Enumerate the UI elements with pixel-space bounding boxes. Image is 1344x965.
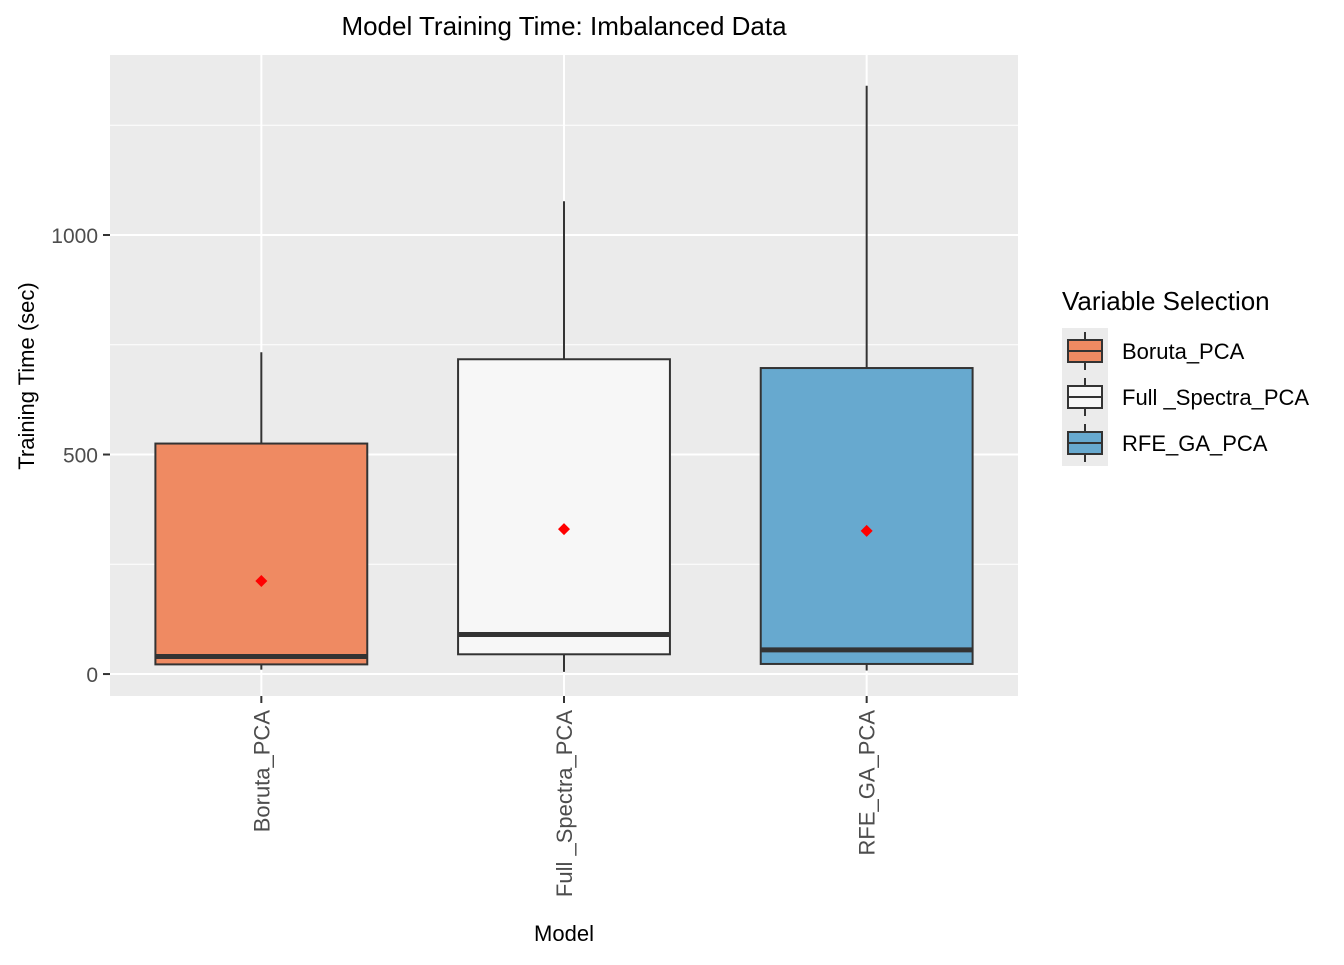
- box: [759, 367, 974, 665]
- mean-marker: [558, 523, 570, 536]
- legend: Variable Selection Boruta_PCA Full _Spect…: [1062, 286, 1309, 466]
- x-tick-label: Full _Spectra_PCA: [552, 710, 577, 897]
- box-group: [154, 352, 369, 670]
- legend-label: Boruta_PCA: [1122, 339, 1245, 364]
- legend-label: RFE_GA_PCA: [1122, 431, 1268, 456]
- box: [154, 442, 369, 666]
- x-axis: Boruta_PCA Full _Spectra_PCA RFE_GA_PCA: [249, 696, 880, 897]
- y-tick-label: 0: [86, 664, 98, 687]
- x-axis-label: Model: [534, 921, 594, 946]
- box-group: [759, 85, 974, 671]
- mean-marker: [255, 574, 268, 587]
- x-tick-label: RFE_GA_PCA: [855, 710, 880, 856]
- y-axis: 0 500 1000: [51, 225, 110, 687]
- mean-marker: [860, 524, 873, 537]
- chart-title: Model Training Time: Imbalanced Data: [341, 11, 787, 41]
- box: [457, 358, 671, 656]
- legend-title: Variable Selection: [1062, 286, 1270, 316]
- boxes: [154, 85, 974, 672]
- y-tick-label: 1000: [51, 225, 98, 248]
- x-tick-label: Boruta_PCA: [249, 710, 274, 833]
- y-axis-label: Training Time (sec): [14, 282, 39, 469]
- box-group: [457, 201, 671, 672]
- legend-label: Full _Spectra_PCA: [1122, 385, 1309, 410]
- y-tick-label: 500: [63, 445, 98, 468]
